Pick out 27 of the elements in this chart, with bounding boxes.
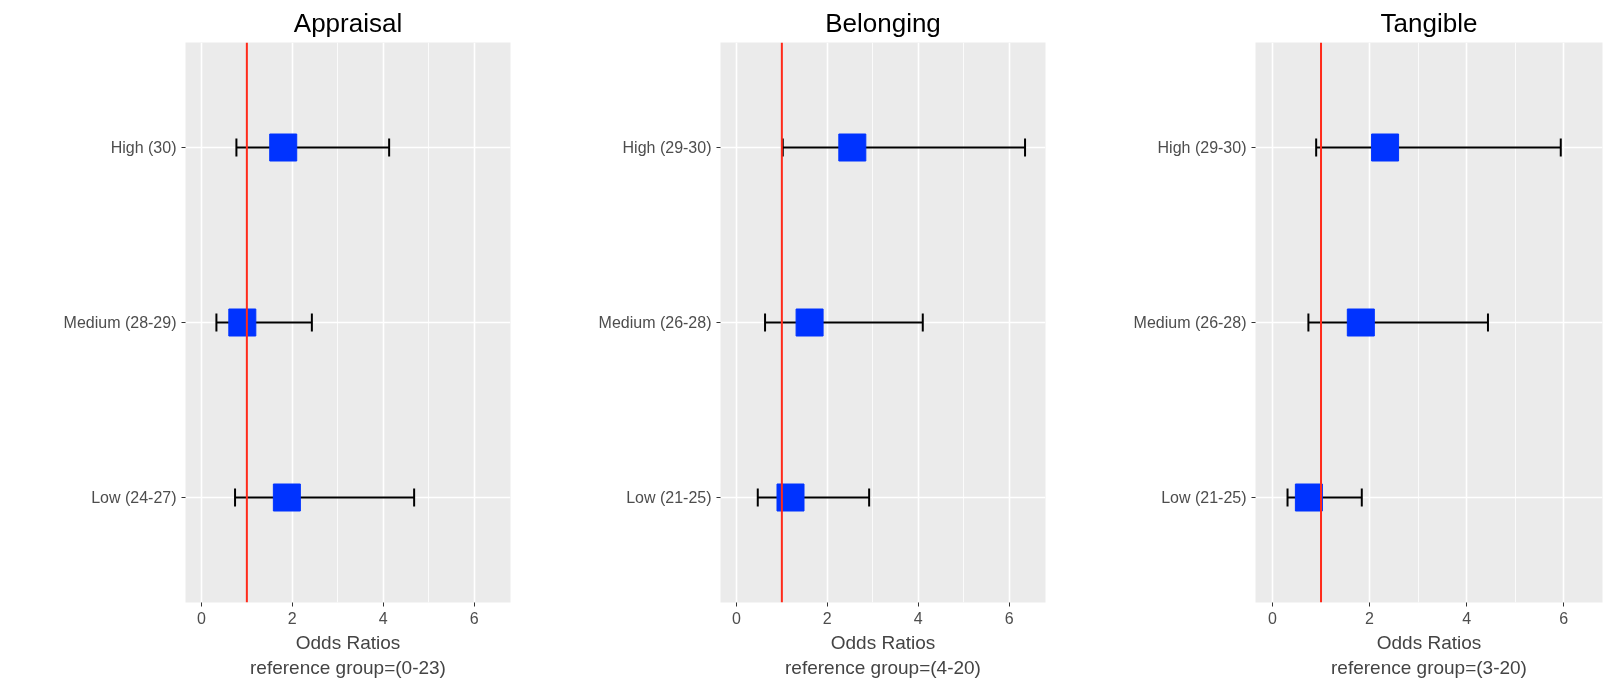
x-tick-label: 6 [1004,609,1014,627]
x-axis-title: Odds Ratios reference group=(0-23) [250,631,446,678]
x-axis-title: Odds Ratios reference group=(3-20) [1331,631,1527,678]
x-axis-title: Odds Ratios reference group=(4-20) [785,631,981,678]
y-tick-label: Low (24-27) [91,489,177,506]
chart-title: Tangible [1380,7,1478,38]
x-tick-label: 2 [822,609,832,627]
x-tick-label: 6 [469,609,479,627]
y-tick-label: High (30) [110,139,177,156]
x-tick-label: 2 [1365,609,1375,627]
x-tick-label: 4 [913,609,923,627]
x-tick-label: 0 [1268,609,1278,627]
chart-title: Appraisal [293,7,403,38]
y-tick-label: High (29-30) [622,139,712,156]
y-tick-label: Medium (26-28) [1133,314,1247,331]
y-tick-label: High (29-30) [1157,139,1247,156]
x-tick-label: 0 [731,609,741,627]
x-tick-label: 2 [287,609,297,627]
y-tick-label: Low (21-25) [1161,489,1247,506]
y-tick-label: Medium (26-28) [598,314,712,331]
x-tick-label: 4 [1462,609,1472,627]
y-tick-label: Medium (28-29) [63,314,177,331]
x-tick-label: 0 [196,609,206,627]
x-tick-label: 6 [1559,609,1569,627]
y-tick-label: Low (21-25) [626,489,712,506]
x-tick-label: 4 [378,609,388,627]
chart-title: Belonging [825,7,941,38]
